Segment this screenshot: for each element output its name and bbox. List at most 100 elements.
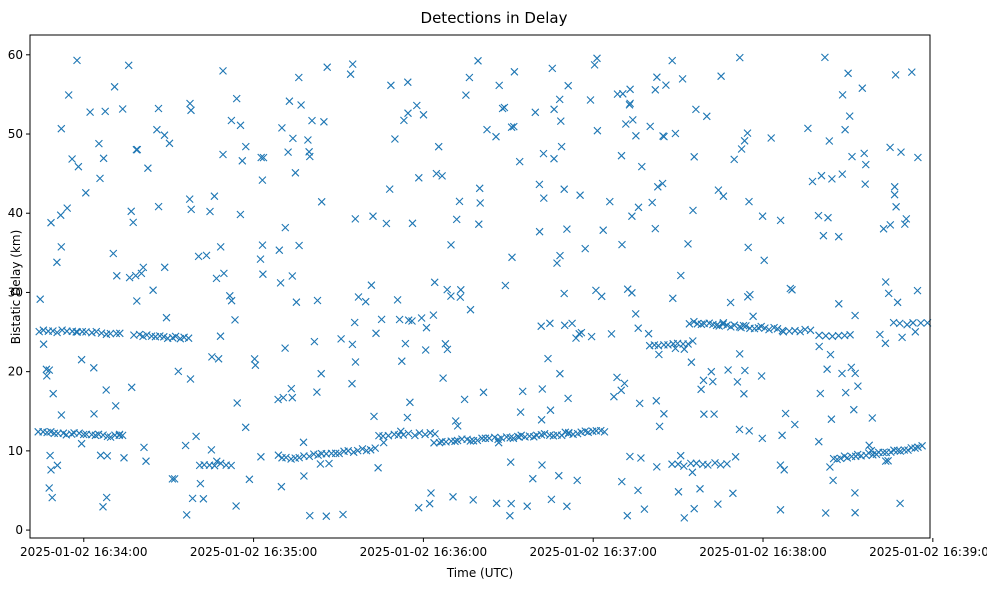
data-point	[535, 180, 544, 189]
data-point	[483, 125, 491, 134]
data-point	[575, 329, 584, 338]
data-point	[349, 448, 358, 457]
data-point	[668, 460, 676, 469]
data-point	[344, 446, 353, 455]
data-point	[692, 459, 701, 468]
data-point	[42, 365, 51, 374]
data-point	[544, 354, 552, 363]
data-point	[144, 164, 152, 173]
data-point	[399, 431, 408, 439]
data-point	[600, 428, 609, 436]
data-point	[412, 101, 421, 110]
data-point	[313, 296, 322, 305]
data-point	[313, 388, 321, 396]
data-point	[447, 437, 456, 445]
data-point	[664, 341, 672, 349]
data-point	[635, 399, 644, 408]
data-point	[599, 226, 608, 235]
data-point	[401, 339, 410, 348]
data-point	[913, 286, 922, 295]
x-tick-label: 2025-01-02 16:38:00	[699, 545, 826, 559]
data-point	[305, 452, 314, 461]
data-point	[739, 321, 748, 330]
data-point	[165, 139, 174, 148]
data-point	[160, 131, 169, 140]
data-point	[607, 330, 616, 338]
data-point	[99, 431, 107, 439]
data-point	[404, 429, 413, 438]
data-point	[851, 489, 859, 497]
data-point	[740, 389, 748, 398]
data-point	[697, 385, 705, 394]
data-point	[387, 81, 395, 90]
data-point	[182, 511, 191, 519]
data-point	[67, 430, 76, 438]
data-point	[475, 184, 484, 193]
data-point	[590, 61, 599, 69]
data-point	[651, 224, 660, 233]
data-point	[821, 53, 829, 62]
data-point	[153, 125, 161, 134]
data-point	[435, 438, 444, 447]
data-point	[430, 278, 439, 287]
data-point	[429, 311, 438, 319]
data-point	[507, 123, 516, 132]
data-point	[730, 321, 739, 330]
data-point	[865, 441, 874, 450]
data-point	[676, 271, 685, 280]
data-point	[914, 443, 922, 452]
data-point	[554, 471, 563, 480]
data-point	[765, 325, 773, 334]
data-point	[275, 246, 284, 255]
data-point	[815, 342, 824, 351]
data-point	[573, 476, 582, 485]
data-point	[474, 56, 482, 65]
data-point	[760, 256, 769, 265]
data-point	[507, 499, 516, 508]
data-point	[539, 149, 548, 158]
data-point	[546, 319, 554, 328]
data-point	[256, 255, 265, 263]
data-point	[103, 452, 112, 460]
data-point	[443, 345, 452, 354]
data-point	[626, 452, 634, 461]
data-point	[776, 216, 785, 225]
data-point	[456, 285, 465, 294]
data-point	[651, 85, 660, 94]
data-point	[361, 297, 370, 306]
data-point	[406, 398, 414, 407]
data-point	[227, 461, 236, 470]
data-point	[57, 243, 66, 251]
data-point	[593, 126, 602, 135]
data-point	[421, 346, 430, 354]
data-point	[216, 332, 225, 341]
data-point	[292, 298, 301, 307]
data-point	[168, 475, 177, 483]
data-point	[827, 415, 836, 424]
data-point	[556, 251, 564, 260]
data-point	[115, 431, 124, 440]
data-point	[634, 324, 643, 333]
data-point	[476, 199, 485, 207]
data-point	[367, 281, 376, 290]
data-point	[780, 465, 789, 474]
data-point	[854, 382, 862, 390]
data-point	[331, 449, 340, 458]
data-point	[274, 395, 282, 404]
data-point	[305, 147, 313, 156]
data-point	[838, 369, 846, 378]
data-point	[834, 232, 843, 241]
data-point	[564, 428, 573, 437]
data-point	[564, 81, 573, 90]
data-point	[834, 299, 843, 308]
y-tick-label: 0	[15, 523, 23, 537]
data-point	[896, 499, 904, 508]
data-point	[478, 434, 486, 443]
data-point	[714, 186, 723, 194]
data-point	[821, 331, 830, 340]
data-point	[86, 108, 94, 116]
data-point	[47, 218, 55, 227]
data-point	[724, 366, 732, 374]
data-point	[556, 369, 564, 378]
